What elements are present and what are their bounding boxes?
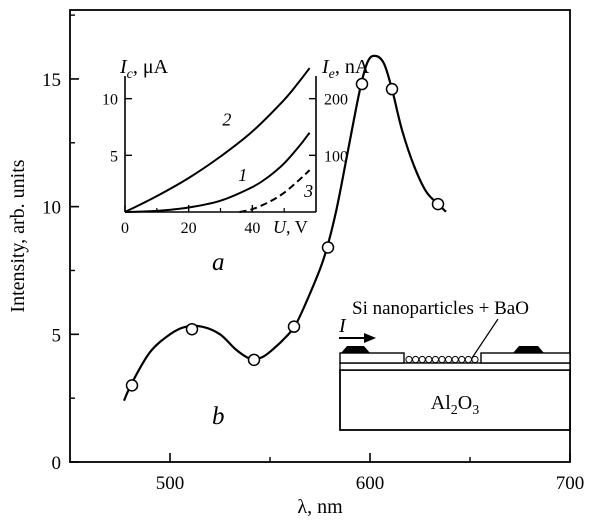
nanoparticle xyxy=(418,355,426,364)
data-point xyxy=(287,320,301,333)
nanoparticle xyxy=(458,355,466,364)
substrate-label: Al2O3 xyxy=(431,392,479,418)
nanoparticle xyxy=(431,355,439,364)
x-axis-title: λ, nm xyxy=(297,496,343,518)
inset-x-tick-label: 40 xyxy=(244,220,260,237)
nanoparticle xyxy=(438,355,446,364)
nanoparticle xyxy=(464,355,472,364)
data-point xyxy=(125,379,139,392)
right-contact xyxy=(513,346,544,353)
left-electrode xyxy=(339,352,405,364)
x-axis-symbol: λ xyxy=(297,496,307,518)
y-tick-label: 0 xyxy=(52,453,62,474)
inset-x-tick-label: 0 xyxy=(121,220,129,237)
data-point xyxy=(431,197,445,211)
inset-curve-1 xyxy=(124,132,311,213)
inset-curve-3 xyxy=(239,169,311,213)
inset-right-tick-label: 200 xyxy=(324,92,348,109)
y-tick-label: 10 xyxy=(42,198,61,219)
x-axis-unit: nm xyxy=(317,496,343,518)
inset-right-axis-title: Ie, nA xyxy=(321,56,370,82)
inset-right-tick-label: 100 xyxy=(324,148,348,165)
x-tick-label: 500 xyxy=(156,473,185,494)
inset-axis-ticks xyxy=(124,97,316,212)
data-point xyxy=(385,82,399,96)
inset-curve-label-3: 3 xyxy=(303,181,313,201)
x-tick-label: 600 xyxy=(356,473,385,494)
inset-curve-labels: 2 1 3 xyxy=(222,110,313,202)
inset-x-axis-title: U, V xyxy=(273,217,308,237)
layer-label: Si nanoparticles + BaO xyxy=(352,298,529,319)
panel-label-a: a xyxy=(212,249,225,276)
current-label: I xyxy=(338,315,347,337)
inset-left-tick-label: 10 xyxy=(102,92,118,109)
inset-curve-2 xyxy=(124,67,311,213)
main-axis-ticks xyxy=(70,14,571,463)
spectrum-markers xyxy=(125,77,445,392)
y-axis-title: Intensity, arb. units xyxy=(7,159,29,312)
inset-curve-label-1: 1 xyxy=(238,165,247,185)
data-point xyxy=(247,353,261,367)
substrate xyxy=(339,369,571,431)
nanoparticle xyxy=(445,355,453,364)
y-tick-label: 5 xyxy=(52,325,62,346)
nanoparticle-row xyxy=(405,355,479,364)
inset-left-tick-label: 5 xyxy=(110,148,118,165)
y-tick-label: 15 xyxy=(42,70,61,91)
device-diagram: Si nanoparticles + BaO I Al2O3 xyxy=(338,298,571,431)
data-point xyxy=(355,77,369,91)
inset-tick-labels: 0 20 40 5 10 100 200 xyxy=(102,92,348,237)
main-plot-frame xyxy=(69,9,571,463)
current-arrow-head xyxy=(364,333,376,343)
inset-curve-label-2: 2 xyxy=(222,110,231,130)
nanoparticle xyxy=(425,355,433,364)
data-point xyxy=(185,322,199,336)
panel-label-b: b xyxy=(212,403,225,430)
left-contact xyxy=(341,346,370,353)
x-tick-label: 700 xyxy=(556,473,585,494)
right-electrode xyxy=(480,352,571,364)
nanoparticle xyxy=(471,355,479,364)
nanoparticle xyxy=(412,355,420,364)
nanoparticle xyxy=(405,355,413,364)
inset-left-axis-title: Ic, μA xyxy=(119,56,169,82)
leader-line xyxy=(471,318,499,359)
inset-curves xyxy=(124,67,311,213)
layer-base xyxy=(339,362,571,371)
data-point xyxy=(321,241,335,254)
inset-x-tick-label: 20 xyxy=(181,220,197,237)
nanoparticle xyxy=(451,355,459,364)
inset-chart: 0 20 40 5 10 100 200 2 1 3 Ic, μA Ie, nA U, V a xyxy=(102,56,370,276)
